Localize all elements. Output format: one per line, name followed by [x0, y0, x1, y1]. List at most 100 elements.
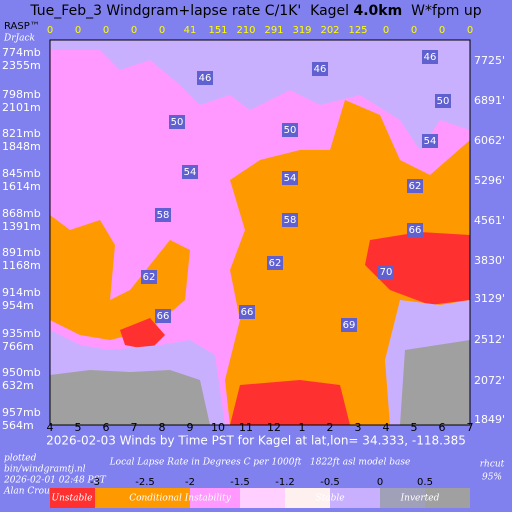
contour-label-box: [282, 171, 298, 185]
contour-label: 66: [241, 307, 254, 318]
x-tick-label: 4: [383, 421, 390, 434]
scale-swatch: [50, 488, 95, 508]
contour-label: 62: [269, 258, 282, 269]
altitude-m-label: 2101m: [2, 101, 41, 114]
contour-label: 50: [171, 117, 184, 128]
contour-label-box: [378, 265, 394, 279]
contour-label-box: [197, 71, 213, 85]
contour-label-box: [267, 256, 283, 270]
altitude-ft-label: 2512': [474, 333, 505, 346]
x-tick-label: 2: [327, 421, 334, 434]
altitude-m-label: 1614m: [2, 180, 41, 193]
x-tick-label: 8: [159, 421, 166, 434]
altitude-m-label: 1848m: [2, 140, 41, 153]
pressure-label: 957mb: [2, 406, 41, 419]
contour-label-box: [282, 213, 298, 227]
altitude-m-label: 632m: [2, 379, 34, 392]
contour-label-box: [141, 270, 157, 284]
scale-tick: 0.5: [417, 477, 433, 488]
altitude-m-label: 1391m: [2, 220, 41, 233]
w-star-value: 41: [184, 25, 197, 36]
x-axis-title: 2026-02-03 Winds by Time PST for Kagel a…: [46, 434, 466, 448]
scale-tick: -3: [90, 477, 100, 488]
scale-swatch: [425, 488, 470, 508]
altitude-ft-label: 3129': [474, 292, 505, 305]
unstable-patch: [120, 318, 165, 350]
w-star-value: 0: [467, 25, 473, 36]
w-star-value: 0: [383, 25, 389, 36]
rhcut-value: 95%: [482, 473, 502, 483]
altitude-m-label: 766m: [2, 340, 34, 353]
altitude-ft-label: 2072': [474, 374, 505, 387]
altitude-ft-label: 5296': [474, 174, 505, 187]
contour-label-box: [155, 309, 171, 323]
contour-label: 54: [284, 173, 297, 184]
altitude-m-label: 564m: [2, 419, 34, 432]
rhcut-label: rhcut: [480, 460, 505, 470]
scale-tick: -0.5: [320, 477, 340, 488]
pressure-label: 798mb: [2, 88, 41, 101]
w-star-value: 319: [292, 25, 311, 36]
unstable-region: [365, 232, 470, 305]
contour-label: 50: [437, 96, 450, 107]
x-tick-label: 6: [103, 421, 110, 434]
scale-tick: -2.5: [135, 477, 155, 488]
contour-label: 62: [143, 272, 156, 283]
plot-time: 2026-02-01 02:48 PST: [3, 476, 107, 486]
contour-label: 54: [424, 136, 437, 147]
pressure-label: 845mb: [2, 167, 41, 180]
contour-label: 62: [409, 181, 422, 192]
chart-title: Tue_Feb_3 Windgram+lapse rate C/1K' Kage…: [29, 3, 481, 19]
color-scale: [50, 488, 470, 508]
scale-swatch: [240, 488, 285, 508]
contour-label-box: [239, 305, 255, 319]
x-tick-label: 11: [239, 421, 253, 434]
brand-author: DrJack: [3, 34, 35, 44]
contour-label-box: [435, 94, 451, 108]
altitude-ft-label: 6062': [474, 134, 505, 147]
contour-label: 54: [184, 167, 197, 178]
w-star-value: 0: [439, 25, 445, 36]
contour-label: 66: [157, 311, 170, 322]
title-part: W*fpm up: [402, 3, 482, 19]
altitude-m-label: 2355m: [2, 59, 41, 72]
pressure-label: 935mb: [2, 327, 41, 340]
w-star-value: 0: [103, 25, 109, 36]
contour-label-box: [282, 123, 298, 137]
scale-category: Unstable: [52, 494, 93, 504]
w-star-value: 210: [236, 25, 255, 36]
scale-tick: -2: [185, 477, 195, 488]
x-tick-label: 3: [355, 421, 362, 434]
plot-frame: [49, 39, 471, 426]
contour-label-box: [422, 134, 438, 148]
altitude-m-label: 1168m: [2, 259, 41, 272]
contour-label: 46: [199, 73, 212, 84]
scale-category: Conditional Instability: [129, 494, 232, 504]
title-bold: 4.0km: [354, 3, 403, 19]
w-star-value: 291: [264, 25, 283, 36]
altitude-ft-label: 7725': [474, 54, 505, 67]
scale-swatch: [95, 488, 190, 508]
contour-label: 58: [157, 210, 170, 221]
pressure-label: 891mb: [2, 246, 41, 259]
altitude-ft-label: 4561': [474, 214, 505, 227]
contour-label: 50: [284, 125, 297, 136]
scale-tick: -1.2: [275, 477, 295, 488]
pressure-label: 821mb: [2, 127, 41, 140]
altitude-ft-label: 6891': [474, 94, 505, 107]
x-tick-label: 7: [467, 421, 474, 434]
scale-title: Local Lapse Rate in Degrees C per 1000ft…: [109, 458, 411, 468]
w-star-value: 0: [75, 25, 81, 36]
altitude-ft-label: 3830': [474, 254, 505, 267]
contour-label: 69: [343, 320, 356, 331]
contour-label-box: [422, 50, 438, 64]
x-tick-label: 5: [75, 421, 82, 434]
pressure-label: 774mb: [2, 46, 41, 59]
scale-tick: 0: [377, 477, 383, 488]
x-tick-label: 5: [411, 421, 418, 434]
author: Alan Crouse: [3, 487, 60, 497]
w-star-value: 151: [208, 25, 227, 36]
plotted-label: plotted: [4, 454, 37, 464]
inverted-region: [50, 370, 210, 425]
